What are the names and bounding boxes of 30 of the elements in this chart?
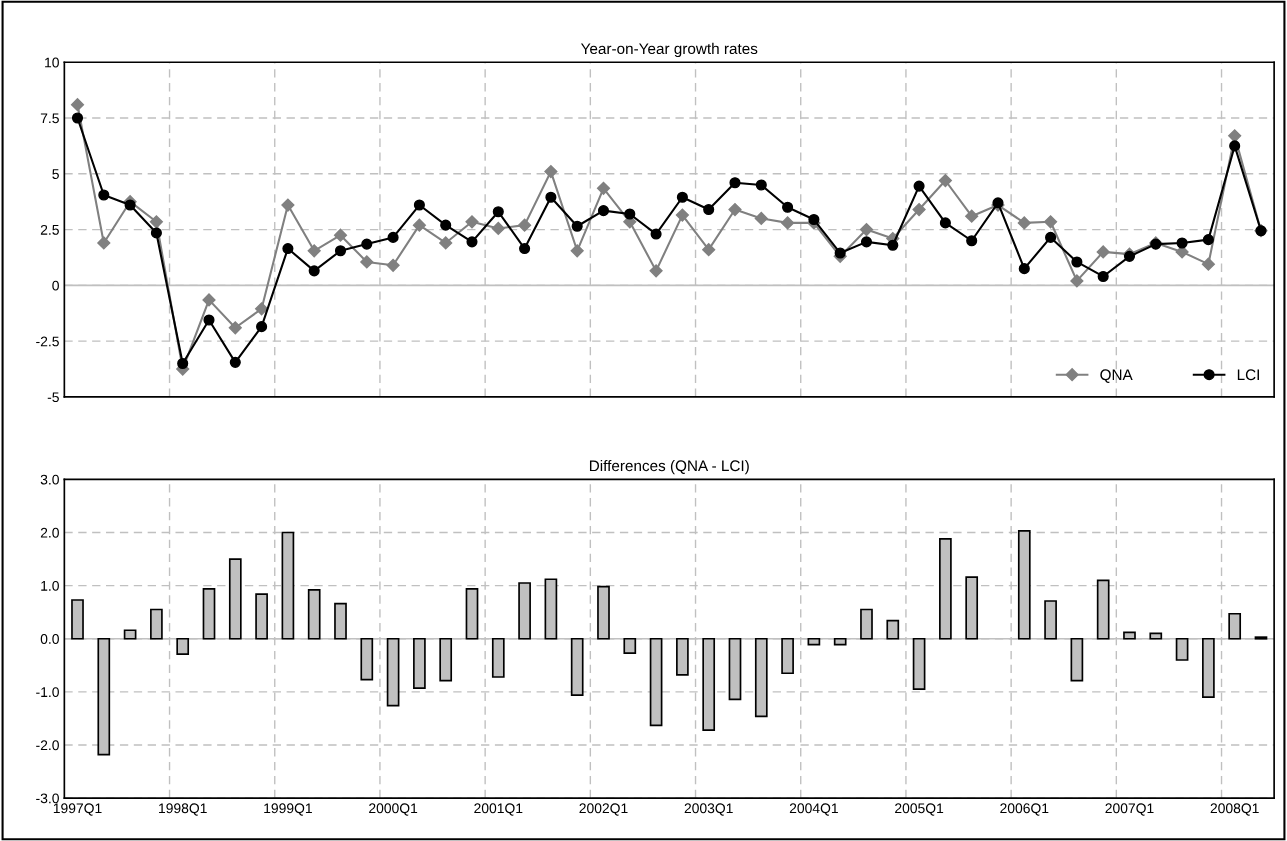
y-tick-label: 0 bbox=[52, 280, 59, 291]
y-tick-label: 5 bbox=[52, 169, 59, 179]
x-tick-label: 2000Q1 bbox=[369, 803, 418, 816]
x-tick-label: 2007Q1 bbox=[1105, 803, 1154, 816]
x-tick-label: 2002Q1 bbox=[579, 803, 628, 816]
x-tick-label: 1998Q1 bbox=[159, 803, 207, 816]
x-tick-label: 2003Q1 bbox=[684, 803, 733, 816]
y-tick-label: -3.0 bbox=[36, 793, 59, 804]
y-tick-label: 0.0 bbox=[40, 634, 59, 644]
x-tick-label: 2004Q1 bbox=[789, 803, 838, 816]
y-tick-label: 2.5 bbox=[40, 224, 59, 235]
y-tick-label: 7.5 bbox=[40, 113, 59, 124]
legend-label: QNA bbox=[1100, 369, 1133, 383]
legend-label: LCI bbox=[1237, 369, 1259, 381]
y-tick-label: -1.0 bbox=[36, 687, 59, 698]
x-tick-label: 1997Q1 bbox=[53, 803, 102, 816]
x-tick-label: 2005Q1 bbox=[895, 803, 944, 816]
y-tick-label: 2.0 bbox=[40, 527, 59, 538]
y-tick-label: -5 bbox=[47, 392, 59, 403]
y-tick-label: 3.0 bbox=[40, 474, 59, 485]
x-tick-label: 1999Q1 bbox=[264, 803, 312, 816]
y-tick-label: 1.0 bbox=[41, 580, 59, 591]
chart-title: Differences (QNA - LCI) bbox=[589, 459, 749, 475]
y-tick-label: -2.0 bbox=[36, 740, 59, 751]
x-tick-label: 2006Q1 bbox=[1000, 803, 1049, 816]
chart-title: Year-on-Year growth rates bbox=[580, 42, 758, 58]
y-tick-label: -2.5 bbox=[36, 336, 59, 347]
x-tick-label: 2001Q1 bbox=[474, 803, 523, 816]
x-tick-label: 2008Q1 bbox=[1210, 803, 1259, 816]
y-tick-label: 10 bbox=[45, 57, 59, 68]
